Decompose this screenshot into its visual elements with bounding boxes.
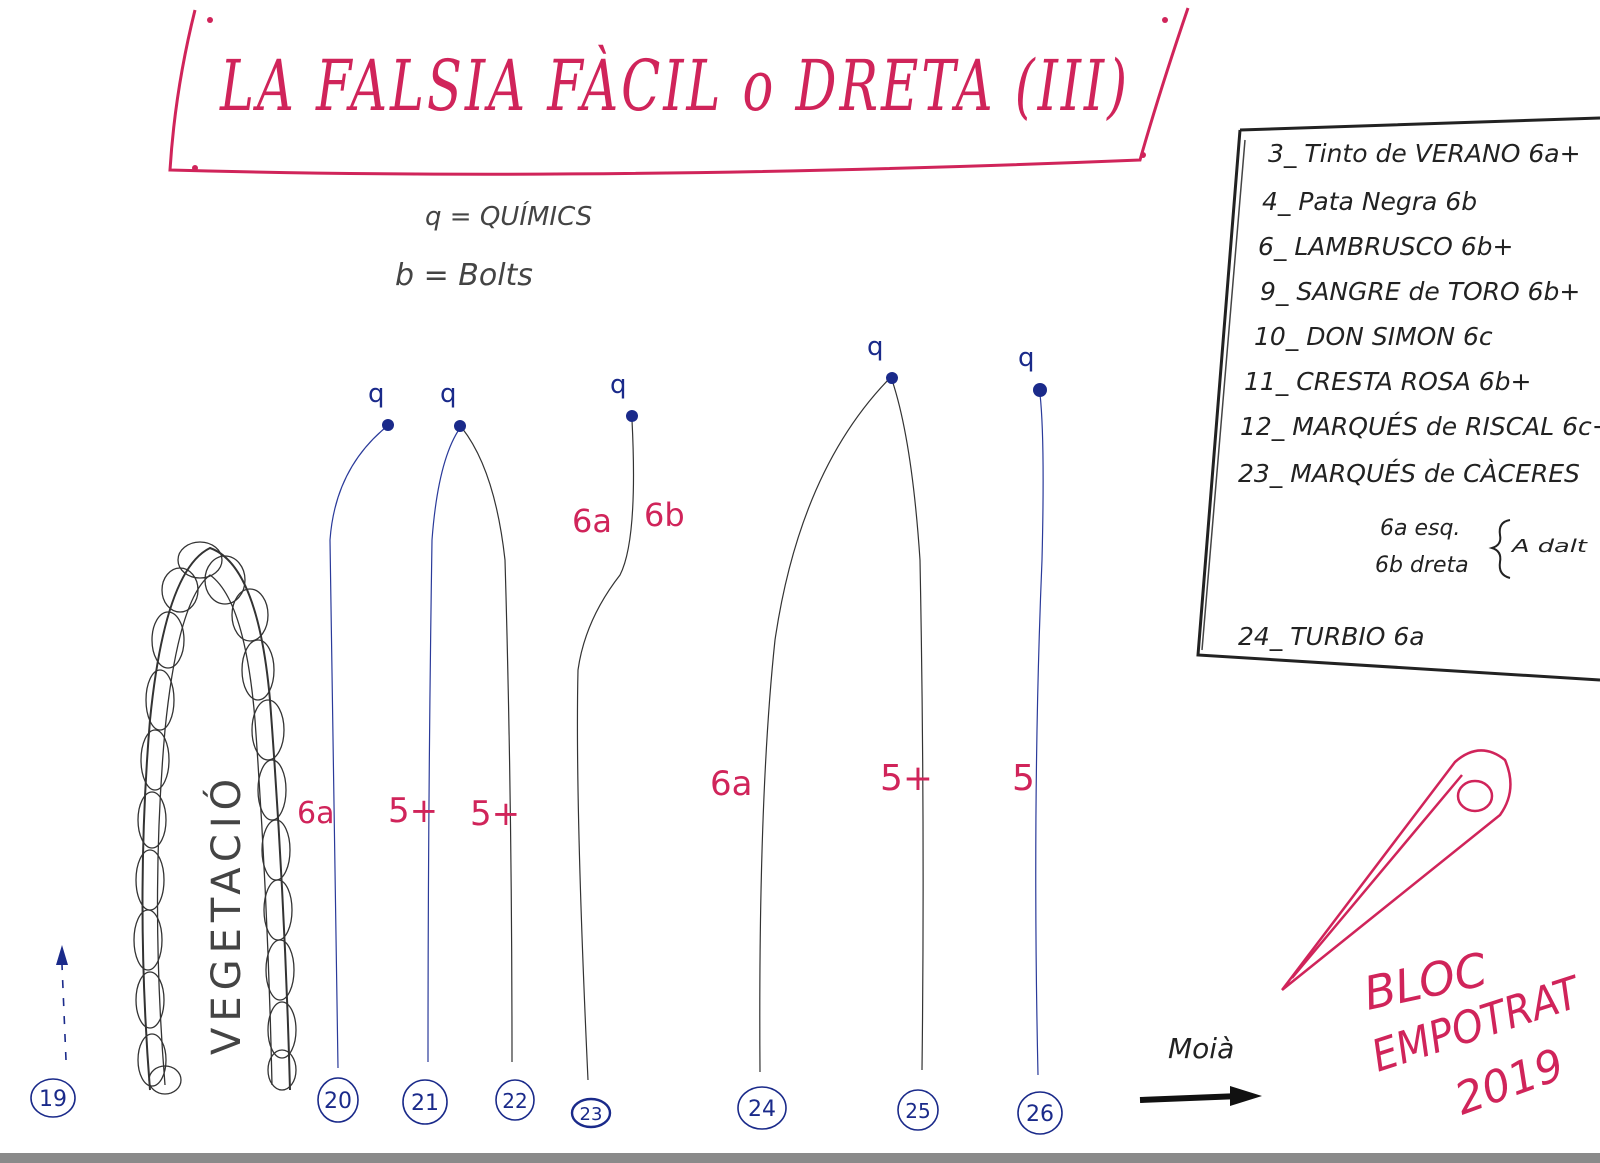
route-number: 24 [748, 1097, 776, 1122]
anchor-label: q [440, 379, 457, 409]
route-number: 19 [39, 1087, 67, 1112]
route-list-item: 24_ TURBIO 6a [1238, 622, 1425, 651]
route-number: 20 [324, 1089, 352, 1114]
route-list-item: 10_ DON SIMON 6c [1254, 322, 1493, 351]
grade-label: 6a [572, 502, 612, 540]
route-list-item: 6_ LAMBRUSCO 6b+ [1258, 232, 1513, 261]
direction-label: Moià [1168, 1032, 1234, 1065]
anchors [382, 372, 1047, 432]
route-list-item: 4_ Pata Negra 6b [1262, 187, 1477, 216]
up-arrow-icon [56, 945, 68, 965]
route-line-25 [891, 379, 924, 1071]
route-list-item: 3_ Tinto de VERANO 6a+ [1268, 139, 1581, 168]
route-number: 23 [580, 1104, 603, 1125]
vegetation-label: VEGETACIÓ [202, 773, 250, 1055]
vegetation-clump [133, 541, 297, 1095]
route-line-23 [576, 419, 635, 1081]
route-line-21 [427, 427, 461, 1063]
route-line-24 [759, 377, 891, 1073]
route-list-item: 23_ MARQUÉS de CÀCERES [1238, 459, 1580, 488]
route-list-sub-note: 6a esq. [1380, 516, 1460, 541]
anchor-dot [382, 419, 394, 431]
route-line-19 [61, 964, 67, 1061]
grade-label: 6a [297, 796, 334, 831]
anchor-label: q [1018, 343, 1035, 373]
route-list-item: 12_ MARQUÉS de RISCAL 6c+ [1240, 412, 1600, 441]
grade-label: 5 [1012, 758, 1035, 799]
grades: 6a 5+ 5+ 6a 6b 6a 5+ 5 [297, 496, 1035, 834]
grade-label: 5+ [388, 791, 438, 831]
route-number-labels: 19 20 21 22 23 24 25 26 [39, 1087, 1054, 1127]
route-lines [61, 377, 1044, 1081]
route-number: 21 [411, 1091, 439, 1116]
grade-label: 5+ [880, 758, 933, 799]
anchor-dot [454, 420, 466, 432]
grade-label: 5+ [470, 794, 520, 834]
block-outline [1281, 749, 1512, 991]
brace-mark [1488, 519, 1511, 579]
scan-edge [0, 1153, 1600, 1163]
anchor-dot [1033, 383, 1047, 397]
route-list-sub-note: 6b dreta [1375, 553, 1469, 578]
direction-arrow-icon [1139, 1086, 1262, 1106]
anchor-label: q [867, 332, 884, 362]
anchor-dot [886, 372, 898, 384]
route-line-22 [461, 427, 513, 1063]
route-list: 3_ Tinto de VERANO 6a+ 4_ Pata Negra 6b … [1238, 139, 1600, 651]
grade-label: 6a [710, 764, 752, 804]
page-title: LA FALSIA FÀCIL o DRETA (III) [219, 45, 1130, 127]
anchor-dot [626, 410, 638, 422]
route-list-box [1196, 116, 1600, 682]
anchor-labels: q q q q q [368, 332, 1035, 409]
anchor-label: q [368, 379, 385, 409]
grade-label: 6b [644, 496, 685, 534]
title-frame [168, 7, 1190, 176]
anchor-label: q [610, 370, 627, 400]
route-number: 26 [1026, 1102, 1054, 1127]
legend-b: b = Bolts [395, 258, 533, 293]
legend-q: q = QUÍMICS [425, 200, 592, 232]
route-line-26 [1035, 393, 1044, 1076]
route-number: 25 [905, 1099, 930, 1123]
route-list-item: 11_ CRESTA ROSA 6b+ [1244, 367, 1531, 396]
route-list-item: 9_ SANGRE de TORO 6b+ [1260, 277, 1580, 306]
route-list-side-note: A dalt [1511, 536, 1589, 557]
route-line-20 [329, 427, 386, 1069]
route-number: 22 [502, 1089, 527, 1113]
route-numbers [30, 1077, 1063, 1135]
